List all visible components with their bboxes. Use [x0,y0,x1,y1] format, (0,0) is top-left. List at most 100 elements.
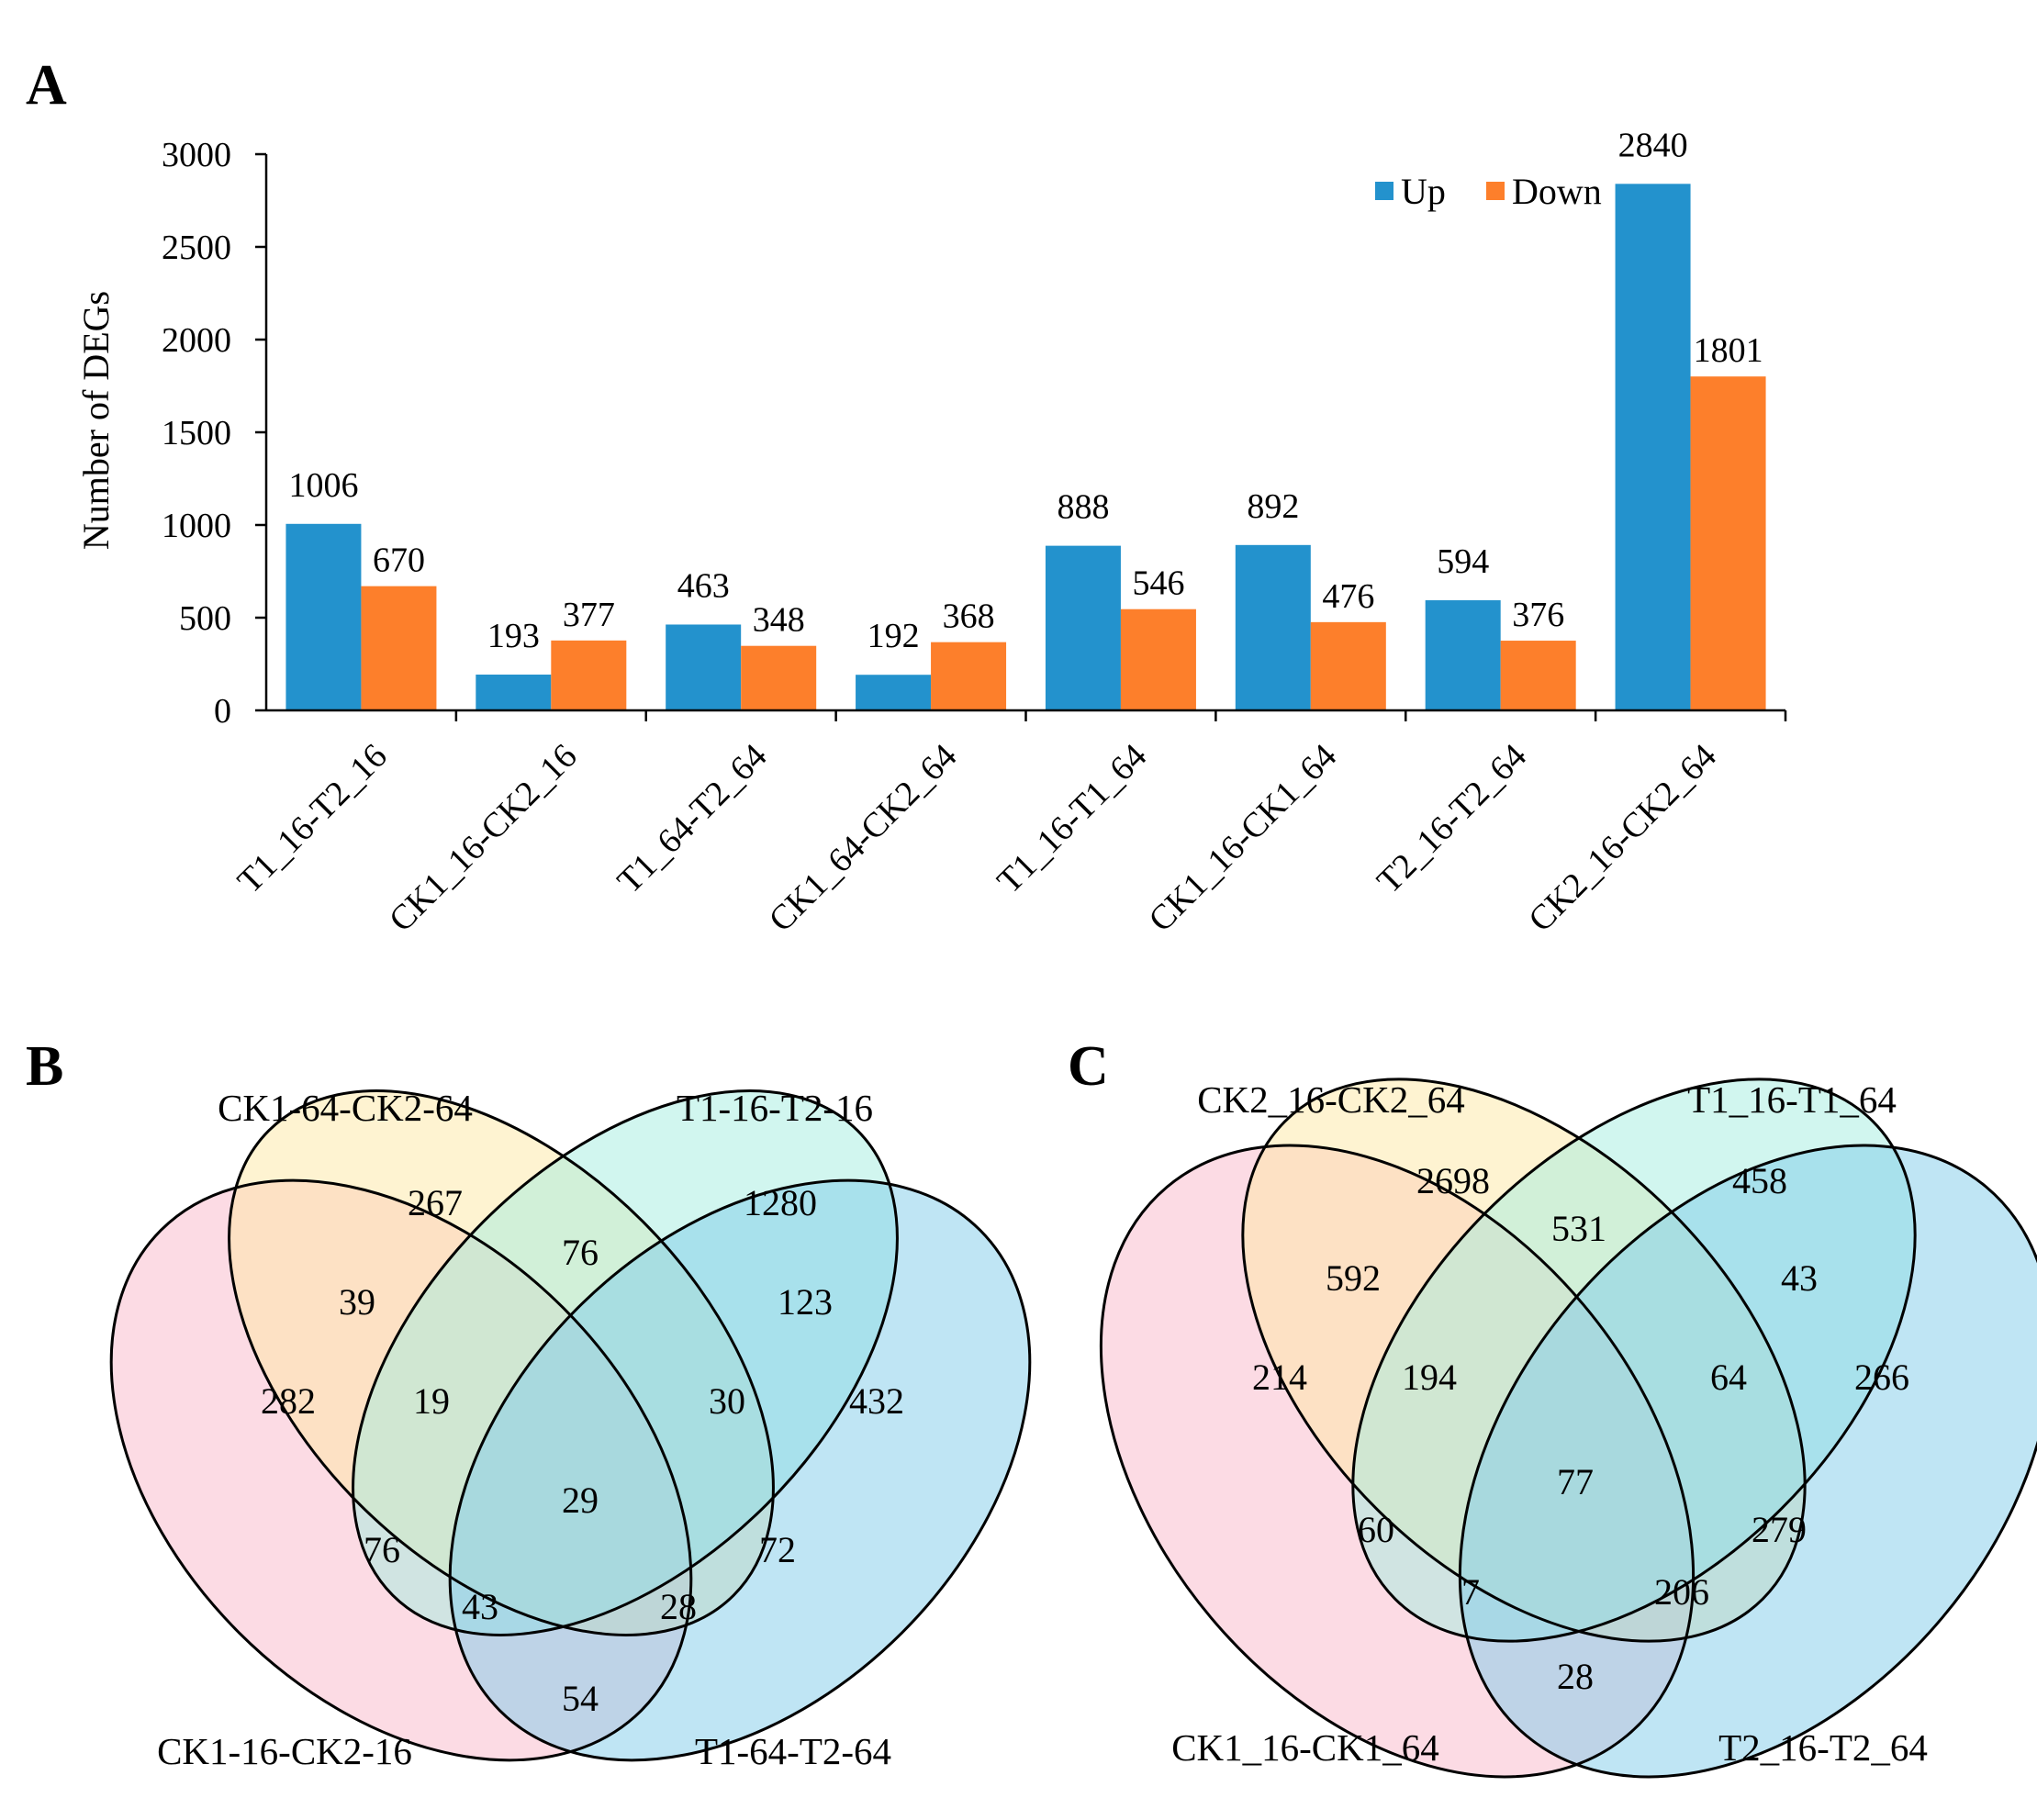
legend-label-down: Down [1512,171,1602,212]
panel-b-label: B [26,1035,63,1098]
venn-b-set1-label: CK1-16-CK2-16 [157,1730,412,1772]
venn-b-region-s134: 43 [462,1586,498,1627]
x-category-label: CK2_16-CK2_64 [1521,737,1724,940]
legend-label-up: Up [1401,171,1446,212]
venn-c-counts: 2698 458 531 592 43 214 194 64 266 77 60… [1252,1160,1909,1697]
y-axis-title: Number of DEGs [75,291,117,550]
data-label-up-1: 1006 [288,466,358,505]
venn-b-set2-outline [228,1089,775,1636]
venn-b-region-s13: 76 [364,1529,400,1570]
bar-down-3 [741,645,817,710]
bar-series: 1006 670 193 377 463 348 192 368 888 546 892 476 594… [285,126,1766,710]
venn-b-set4-ellipse [450,1180,1030,1760]
venn-c-set2-label: CK2_16-CK2_64 [1197,1078,1465,1121]
data-label-up-2: 193 [487,617,540,655]
bar-up-3 [666,624,742,710]
y-axis-ticks: 0 500 1000 1500 2000 2500 3000 [162,136,266,731]
venn-b-counts: 267 1280 76 39 123 282 19 30 432 29 76 7… [261,1182,904,1719]
bar-down-7 [1500,641,1576,710]
venn-c-region-s12: 592 [1326,1257,1381,1299]
venn-c-set3-label: T1_16-T1_64 [1687,1078,1897,1121]
bar-down-2 [551,640,627,710]
venn-b-region-s1234: 29 [562,1479,599,1521]
venn-c-region-s4: 266 [1854,1357,1909,1398]
y-tick-label: 500 [179,599,231,638]
venn-c-region-s234: 64 [1710,1357,1747,1398]
bar-up-8 [1615,184,1691,710]
data-label-down-3: 348 [753,601,805,640]
panel-b-venn: B CK1-64-CK2-64 T1-16-T2-16 CK1-16-CK2-1… [26,1035,1032,1772]
x-category-label: T1_16-T1_64 [990,737,1154,901]
y-tick-label: 0 [214,692,231,731]
legend: Up Down [1375,171,1602,212]
venn-b-region-s14: 54 [562,1678,599,1719]
venn-b-set3-label: T1-16-T2-16 [677,1087,873,1129]
legend-swatch-up [1375,182,1393,200]
venn-c-set4-label: T2_16-T2_64 [1718,1726,1928,1769]
venn-c-region-s123: 194 [1402,1357,1457,1398]
x-category-label: T2_16-T2_64 [1370,737,1534,901]
bar-down-8 [1690,376,1766,710]
venn-c-region-s134: 7 [1461,1571,1480,1613]
venn-b-region-s24: 72 [759,1529,796,1570]
venn-b-region-s234: 30 [709,1380,745,1422]
venn-b-set2-label: CK1-64-CK2-64 [218,1087,473,1129]
data-label-up-8: 2840 [1618,126,1688,164]
bar-up-7 [1425,600,1501,710]
venn-c-region-s24: 279 [1752,1509,1807,1550]
data-label-down-2: 377 [563,596,615,634]
x-category-label: CK1_16-CK1_64 [1141,737,1344,940]
bar-down-6 [1310,621,1386,710]
venn-b-region-s34: 123 [778,1281,833,1323]
venn-b-region-s1: 282 [261,1380,316,1422]
venn-b-set4-label: T1-64-T2-64 [695,1730,891,1772]
panel-a-bar-chart: A Number of DEGs 0 500 1000 1500 2000 2500 300… [26,54,1787,940]
venn-c-set3-outline [1351,1077,1917,1643]
venn-b-region-s124: 28 [660,1586,697,1627]
venn-c-region-s2: 2698 [1416,1160,1490,1201]
venn-c-set1-outline [1099,1144,1696,1779]
venn-b-set4-outline [448,1178,1032,1762]
venn-c-region-s3: 458 [1732,1160,1787,1201]
bar-up-4 [856,675,932,710]
venn-b-set1-outline [109,1178,693,1762]
panel-c-venn: C CK2_16-CK2_64 T1_16-T1_64 CK1_16-CK1_6… [1068,1035,2037,1779]
data-label-down-5: 546 [1132,564,1184,603]
y-tick-label: 2500 [162,229,231,267]
x-category-label: T1_16-T2_16 [230,737,395,901]
y-tick-label: 3000 [162,136,231,174]
data-label-up-5: 888 [1057,488,1109,527]
venn-b-region-s123: 19 [413,1380,450,1422]
venn-c-region-s14: 28 [1557,1656,1594,1697]
data-label-up-3: 463 [677,566,730,605]
venn-b-region-s3: 1280 [744,1182,817,1223]
venn-b-region-s23: 76 [562,1232,599,1273]
venn-c-set4-ellipse [1460,1145,2037,1777]
panel-a-label: A [26,54,67,117]
data-label-down-6: 476 [1322,577,1374,616]
x-category-label: CK1_16-CK2_16 [382,737,585,940]
data-label-down-4: 368 [943,597,995,636]
venn-c-region-s13: 60 [1358,1509,1394,1550]
bar-up-5 [1045,545,1121,710]
bar-up-2 [476,675,552,710]
data-label-up-7: 594 [1437,542,1489,581]
venn-c-region-s124: 206 [1654,1571,1709,1613]
venn-c-region-s1234: 77 [1557,1461,1594,1502]
y-tick-label: 1000 [162,507,231,545]
venn-b-set3-outline [352,1089,899,1636]
y-tick-label: 1500 [162,414,231,452]
venn-b-region-s12: 39 [339,1281,375,1323]
bar-down-1 [361,586,437,710]
venn-c-set4-outline [1458,1144,2037,1779]
panel-c-label: C [1068,1035,1109,1098]
data-label-down-1: 670 [373,542,425,580]
data-label-down-8: 1801 [1694,331,1763,370]
venn-b-region-s2: 267 [408,1182,463,1223]
venn-b-outlines [109,1089,1032,1762]
venn-c-set1-label: CK1_16-CK1_64 [1171,1726,1439,1769]
bar-up-6 [1235,544,1311,710]
y-tick-label: 2000 [162,321,231,360]
